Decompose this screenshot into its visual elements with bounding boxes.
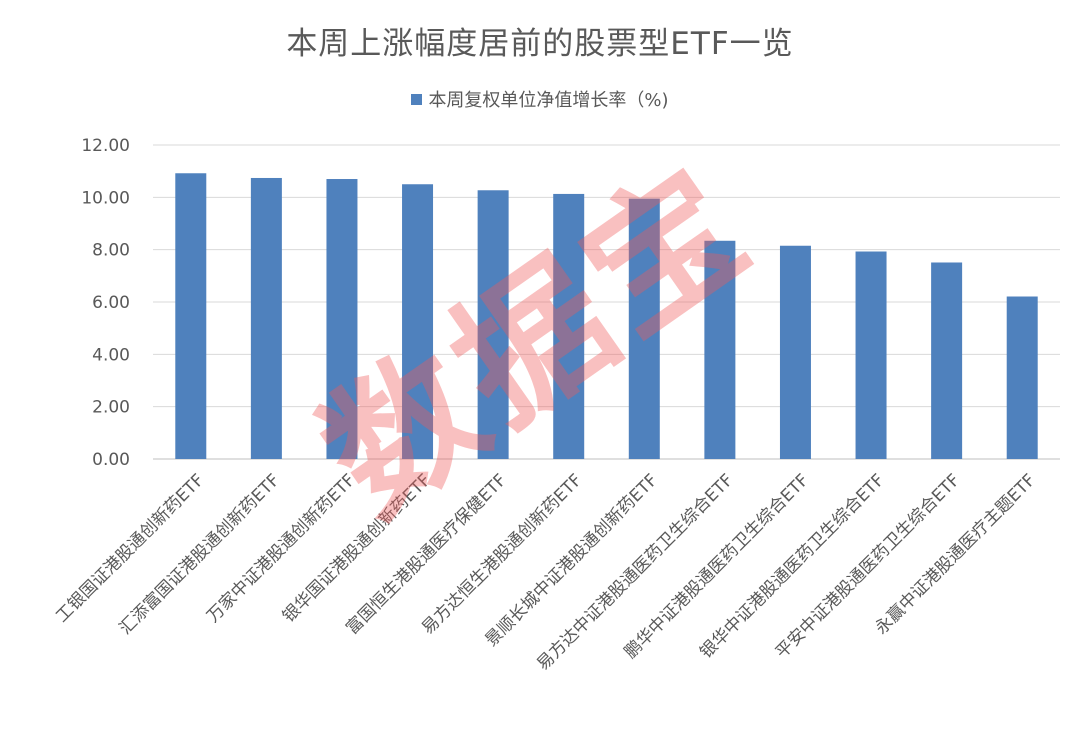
x-category-label: 汇添富国证港股通创新药ETF [116, 470, 284, 638]
bar [931, 262, 963, 459]
y-tick-label: 10.00 [81, 188, 130, 208]
x-category-label: 富国恒生港股通医疗保健ETF [342, 470, 510, 638]
bar [628, 198, 660, 459]
bar [477, 190, 509, 460]
y-tick-label: 4.00 [92, 345, 130, 365]
legend-label: 本周复权单位净值增长率（%) [428, 90, 669, 111]
y-tick-label: 8.00 [92, 241, 130, 261]
y-tick-label: 2.00 [92, 398, 130, 418]
x-axis-labels: 工银国证港股通创新药ETF汇添富国证港股通创新药ETF万家中证港股通创新药ETF… [52, 470, 1040, 674]
gridlines [153, 144, 1060, 460]
y-tick-label: 12.00 [81, 136, 130, 156]
bar [553, 193, 585, 459]
chart-title: 本周上涨幅度居前的股票型ETF一览 [286, 26, 794, 62]
x-category-label: 万家中证港股通创新药ETF [203, 470, 359, 626]
bar [250, 177, 282, 459]
bar [704, 240, 736, 459]
y-tick-label: 0.00 [92, 450, 130, 470]
x-category-label: 永赢中证港股通医疗主题ETF [872, 470, 1040, 638]
bars [175, 173, 1038, 460]
x-category-label: 易方达恒生港股通创新药ETF [418, 470, 586, 638]
bar [175, 173, 207, 459]
bar [1006, 296, 1038, 459]
x-category-label: 银华国证港股通创新药ETF [279, 470, 435, 626]
legend-swatch [411, 94, 423, 105]
bar [326, 179, 358, 459]
bar [779, 245, 811, 459]
bar [402, 184, 434, 459]
legend: 本周复权单位净值增长率（%) [0, 86, 1080, 112]
bar [855, 251, 887, 459]
y-tick-label: 6.00 [92, 293, 130, 313]
y-axis-ticks: 0.00 2.00 4.00 6.00 8.00 10.00 12.00 [81, 136, 130, 470]
x-category-label: 工银国证港股通创新药ETF [52, 470, 208, 626]
